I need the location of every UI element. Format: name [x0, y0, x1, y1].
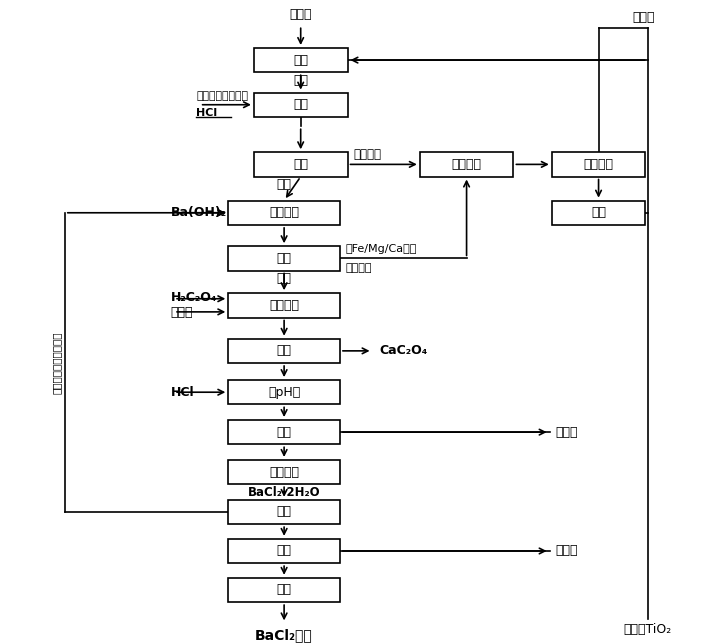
Text: 过滤: 过滤 — [293, 158, 308, 171]
Text: CaC₂O₄: CaC₂O₄ — [379, 345, 428, 357]
Text: 一次洗洤: 一次洗洤 — [452, 158, 481, 171]
Bar — [228, 500, 340, 524]
Text: 二次洗洤: 二次洗洤 — [584, 158, 613, 171]
Bar — [552, 200, 645, 225]
Bar — [228, 246, 340, 270]
Text: 过滤: 过滤 — [277, 506, 292, 518]
Text: 洗涤水: 洗涤水 — [633, 12, 655, 24]
Bar — [254, 93, 348, 117]
Bar — [254, 152, 348, 176]
Text: 洗洤: 洗洤 — [277, 544, 292, 558]
Bar — [228, 380, 340, 404]
Text: 闪蹊: 闪蹊 — [277, 426, 292, 439]
Bar — [228, 420, 340, 444]
Bar — [228, 200, 340, 225]
Bar — [420, 152, 513, 176]
Text: BaCl₂成品: BaCl₂成品 — [256, 628, 313, 642]
Text: 一次中和: 一次中和 — [269, 206, 299, 219]
Text: 冷凝水: 冷凝水 — [555, 426, 578, 439]
Text: Ba(OH)₂: Ba(OH)₂ — [171, 206, 227, 219]
Text: 滤液: 滤液 — [277, 178, 292, 191]
Text: 酸不溶物: 酸不溶物 — [353, 147, 382, 160]
Text: 二次中和: 二次中和 — [269, 299, 299, 312]
Text: 干燥: 干燥 — [277, 583, 292, 596]
Bar — [228, 578, 340, 602]
Text: 活性炭: 活性炭 — [171, 307, 193, 319]
Text: 毒重石: 毒重石 — [290, 8, 312, 21]
Text: 洗涤水: 洗涤水 — [555, 544, 578, 558]
Text: 去水泥厂: 去水泥厂 — [346, 263, 372, 273]
Bar — [228, 339, 340, 363]
Text: H₂C₂O₄: H₂C₂O₄ — [171, 291, 217, 305]
Text: 氯化法钛白粉副产: 氯化法钛白粉副产 — [196, 91, 248, 102]
Text: 滤液: 滤液 — [277, 272, 292, 285]
Text: 矿浆: 矿浆 — [293, 74, 308, 87]
Text: BaCl₂·2H₂O: BaCl₂·2H₂O — [248, 486, 321, 499]
Text: 含Fe/Mg/Ca残渣: 含Fe/Mg/Ca残渣 — [346, 243, 417, 254]
Bar — [552, 152, 645, 176]
Text: 冷却结晶: 冷却结晶 — [269, 466, 299, 478]
Text: 残液返回一次中和工序: 残液返回一次中和工序 — [51, 331, 62, 393]
Text: 过滤: 过滤 — [277, 345, 292, 357]
Text: HCl: HCl — [196, 108, 217, 118]
Text: 酸解: 酸解 — [293, 99, 308, 111]
Text: 调pH値: 调pH値 — [268, 386, 300, 399]
Text: 陶瓷用TiO₂: 陶瓷用TiO₂ — [623, 623, 672, 636]
Text: 磨矿: 磨矿 — [293, 53, 308, 66]
Bar — [228, 539, 340, 564]
Text: HCl: HCl — [171, 386, 194, 399]
Text: 干燥: 干燥 — [591, 206, 606, 219]
Text: 过滤: 过滤 — [277, 252, 292, 265]
Bar — [228, 293, 340, 317]
Bar — [254, 48, 348, 72]
Bar — [228, 460, 340, 484]
